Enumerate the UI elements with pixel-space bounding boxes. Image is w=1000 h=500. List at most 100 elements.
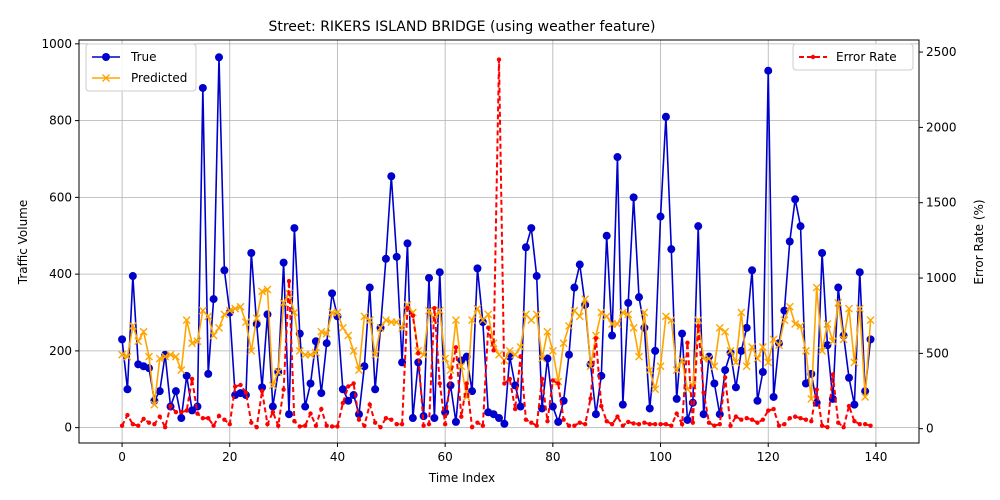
point-error-rate xyxy=(518,354,523,359)
point-predicted xyxy=(753,354,762,363)
point-error-rate xyxy=(728,423,733,428)
point-error-rate xyxy=(658,421,663,427)
plot-frame xyxy=(78,39,920,444)
point-true xyxy=(285,410,293,419)
point-error-rate xyxy=(830,372,836,377)
series-line-predicted xyxy=(121,287,872,405)
point-predicted xyxy=(548,346,557,355)
point-predicted xyxy=(204,312,213,321)
point-error-rate xyxy=(626,419,631,425)
point-true xyxy=(608,331,617,340)
point-predicted xyxy=(818,346,827,355)
point-error-rate xyxy=(265,421,270,427)
point-error-rate xyxy=(809,418,814,424)
point-error-rate xyxy=(852,418,857,424)
point-true xyxy=(193,402,202,411)
point-true xyxy=(328,289,337,298)
point-true xyxy=(182,371,191,380)
tick-labels: 0 20 40 60 80 100 120 140 0 200 400 600 800 1000 0 500 1… xyxy=(41,37,956,464)
point-predicted xyxy=(618,308,627,317)
point-true xyxy=(263,310,272,319)
point-true xyxy=(381,254,390,263)
point-error-rate xyxy=(410,313,416,318)
point-predicted xyxy=(850,358,859,367)
point-error-rate xyxy=(502,381,507,386)
point-true xyxy=(753,396,762,405)
point-error-rate xyxy=(739,417,744,422)
point-error-rate xyxy=(647,421,652,427)
series-layer xyxy=(118,53,875,430)
point-error-rate xyxy=(588,396,593,401)
point-error-rate xyxy=(609,421,615,427)
point-predicted xyxy=(575,312,584,321)
point-error-rate xyxy=(189,376,195,382)
point-predicted xyxy=(505,346,514,355)
point-error-rate xyxy=(232,384,238,389)
y-tick-label: 400 xyxy=(49,267,72,281)
point-true xyxy=(478,318,487,327)
point-predicted xyxy=(365,316,374,325)
point-error-rate xyxy=(146,420,152,425)
point-error-rate xyxy=(292,418,297,424)
point-predicted xyxy=(785,302,794,311)
point-predicted xyxy=(403,300,412,309)
point-error-rate xyxy=(184,408,189,413)
point-error-rate xyxy=(362,423,367,428)
point-error-rate xyxy=(243,390,249,395)
point-true xyxy=(473,264,482,273)
point-error-rate xyxy=(636,421,642,427)
point-error-rate xyxy=(712,423,717,428)
point-error-rate xyxy=(620,423,626,428)
point-error-rate xyxy=(157,414,162,419)
point-error-rate xyxy=(798,415,803,421)
point-predicted xyxy=(823,320,832,329)
point-true xyxy=(602,231,611,240)
point-error-rate xyxy=(642,420,647,425)
point-predicted xyxy=(710,362,719,371)
point-true xyxy=(683,415,692,424)
series-line-true xyxy=(121,57,872,426)
point-error-rate xyxy=(561,417,566,422)
point-true xyxy=(801,379,810,388)
point-error-rate xyxy=(259,388,265,394)
point-true xyxy=(818,249,827,258)
point-predicted xyxy=(349,346,358,355)
point-error-rate xyxy=(405,305,410,311)
point-true xyxy=(796,222,805,231)
point-error-rate xyxy=(448,375,453,380)
point-predicted xyxy=(134,337,143,346)
point-predicted xyxy=(145,352,153,361)
point-true xyxy=(128,272,137,281)
point-true xyxy=(710,379,719,388)
point-error-rate xyxy=(286,278,292,284)
point-error-rate xyxy=(701,390,706,395)
point-true xyxy=(500,419,509,428)
point-true xyxy=(344,396,353,405)
point-true xyxy=(866,335,875,344)
point-predicted xyxy=(295,346,304,355)
point-error-rate xyxy=(297,424,302,429)
point-error-rate xyxy=(766,408,771,413)
point-error-rate xyxy=(173,409,179,415)
point-error-rate xyxy=(836,420,841,425)
point-true xyxy=(737,346,746,355)
point-predicted xyxy=(247,346,256,355)
point-error-rate xyxy=(313,423,319,428)
x-tick-label: 80 xyxy=(545,450,560,464)
point-predicted xyxy=(796,321,805,330)
point-predicted xyxy=(721,327,730,336)
point-predicted xyxy=(236,302,245,311)
point-predicted xyxy=(317,327,326,336)
point-error-rate xyxy=(803,417,809,422)
x-tick-label: 0 xyxy=(118,450,126,464)
legend-true-marker xyxy=(102,53,110,61)
point-error-rate xyxy=(356,417,362,422)
point-true xyxy=(521,243,530,252)
point-true xyxy=(209,295,218,304)
point-predicted xyxy=(726,346,735,355)
point-error-rate xyxy=(814,387,819,392)
point-predicted xyxy=(845,304,853,313)
point-error-rate xyxy=(550,378,556,383)
point-predicted xyxy=(807,394,816,403)
point-true xyxy=(171,387,180,396)
